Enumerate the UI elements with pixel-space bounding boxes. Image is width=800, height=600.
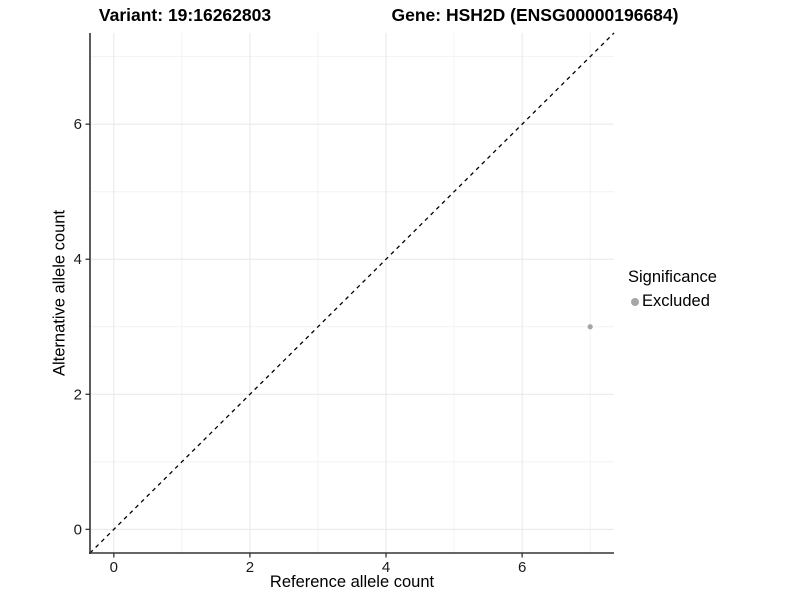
legend-key-dot-icon: [631, 297, 639, 306]
y-tick-label: 4: [74, 251, 82, 268]
x-tick-label: 6: [518, 559, 526, 576]
y-axis-title: Alternative allele count: [50, 209, 69, 377]
legend: Significance Excluded: [628, 268, 717, 311]
data-point: [587, 324, 593, 330]
y-tick-label: 6: [74, 116, 82, 133]
identity-reference-line: [89, 32, 615, 554]
y-tick-label: 0: [74, 521, 82, 538]
legend-item-label: Excluded: [642, 292, 710, 310]
x-tick-label: 4: [382, 559, 390, 576]
legend-item: Excluded: [628, 292, 717, 311]
legend-title: Significance: [628, 268, 717, 286]
x-tick-label: 2: [246, 559, 254, 576]
x-tick-label: 0: [110, 559, 118, 576]
x-axis-title: Reference allele count: [269, 573, 435, 591]
plot-title-gene: Gene: HSH2D (ENSG00000196684): [391, 5, 679, 25]
y-tick-label: 2: [74, 386, 82, 403]
plot-title-variant: Variant: 19:16262803: [98, 5, 272, 25]
legend-items: Excluded: [628, 292, 717, 311]
